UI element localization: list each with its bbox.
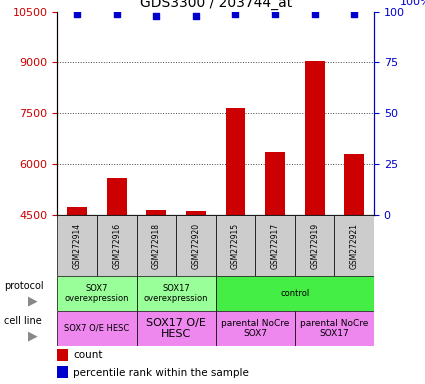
Bar [215, 311, 295, 346]
Text: SOX17 O/E
HESC: SOX17 O/E HESC [146, 318, 206, 339]
Bar [147, 210, 166, 215]
Bar [57, 276, 136, 311]
Text: ▶: ▶ [28, 295, 37, 308]
Text: GSM272918: GSM272918 [152, 223, 161, 269]
Bar [107, 178, 127, 215]
Bar [295, 311, 374, 346]
Text: SOX7 O/E HESC: SOX7 O/E HESC [64, 324, 130, 333]
Text: GSM272919: GSM272919 [310, 223, 319, 269]
Bar [305, 61, 325, 215]
Point [193, 13, 199, 19]
Text: GSM272920: GSM272920 [191, 223, 201, 269]
Point [272, 10, 278, 17]
Bar [186, 211, 206, 215]
Bar [57, 311, 136, 346]
Bar [265, 152, 285, 215]
Text: GSM272915: GSM272915 [231, 223, 240, 269]
Bar [226, 108, 245, 215]
Point [311, 10, 318, 17]
Bar [215, 276, 374, 311]
Text: GSM272921: GSM272921 [350, 223, 359, 269]
Text: parental NoCre
SOX17: parental NoCre SOX17 [300, 319, 368, 338]
Text: parental NoCre
SOX7: parental NoCre SOX7 [221, 319, 289, 338]
Point [351, 10, 357, 17]
Text: count: count [73, 350, 103, 360]
Bar [136, 276, 215, 311]
Text: protocol: protocol [4, 281, 44, 291]
Point [232, 10, 239, 17]
Bar [57, 215, 97, 276]
Point [74, 10, 81, 17]
Bar [295, 215, 334, 276]
Bar [215, 215, 255, 276]
Text: SOX7
overexpression: SOX7 overexpression [65, 284, 129, 303]
Bar [255, 215, 295, 276]
Text: ▶: ▶ [28, 329, 37, 343]
Point [113, 10, 120, 17]
Text: GSM272917: GSM272917 [271, 223, 280, 269]
Text: control: control [280, 289, 309, 298]
Bar [136, 215, 176, 276]
Text: 100%: 100% [400, 0, 425, 7]
Bar [176, 215, 215, 276]
Bar [97, 215, 136, 276]
Title: GDS3300 / 203744_at: GDS3300 / 203744_at [139, 0, 292, 10]
Bar [136, 311, 215, 346]
Bar [57, 349, 68, 361]
Point [153, 13, 160, 19]
Text: percentile rank within the sample: percentile rank within the sample [73, 367, 249, 377]
Bar [344, 154, 364, 215]
Text: GSM272916: GSM272916 [112, 223, 121, 269]
Bar [334, 215, 374, 276]
Bar [67, 207, 87, 215]
Text: cell line: cell line [4, 316, 42, 326]
Bar [57, 366, 68, 379]
Text: SOX17
overexpression: SOX17 overexpression [144, 284, 208, 303]
Text: GSM272914: GSM272914 [73, 223, 82, 269]
